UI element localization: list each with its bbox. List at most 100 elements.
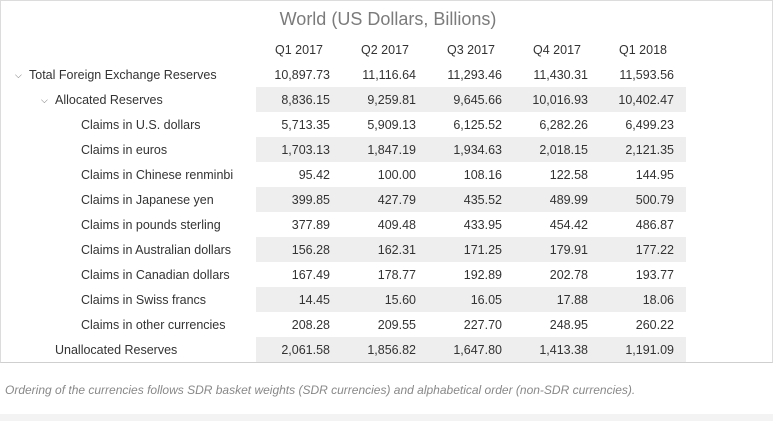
table-cell: 10,016.93 bbox=[514, 87, 600, 112]
table-cell: 6,499.23 bbox=[625, 117, 674, 132]
table-cell: 202.78 bbox=[549, 267, 588, 282]
table-cell: 427.79 bbox=[342, 187, 428, 212]
table-row: Claims in Chinese renminbi 95.42 100.00 … bbox=[5, 162, 686, 187]
table-cell: 5,713.35 bbox=[281, 117, 330, 132]
row-label: Claims in Australian dollars bbox=[81, 242, 232, 257]
table-cell: 9,259.81 bbox=[342, 87, 428, 112]
table-cell: 454.42 bbox=[549, 217, 588, 232]
row-label: Allocated Reserves bbox=[55, 92, 163, 107]
table-cell: 377.89 bbox=[291, 217, 330, 232]
header-label-cell bbox=[5, 38, 256, 62]
table-cell: 489.99 bbox=[514, 187, 600, 212]
table-row: Claims in other currencies 208.28 209.55… bbox=[5, 312, 686, 337]
table-cell: 6,282.26 bbox=[539, 117, 588, 132]
table-cell: 179.91 bbox=[514, 237, 600, 262]
row-label: Unallocated Reserves bbox=[55, 342, 178, 357]
column-header[interactable]: Q2 2017 bbox=[361, 43, 409, 57]
footnote: Ordering of the currencies follows SDR b… bbox=[5, 383, 636, 397]
row-toggle-total[interactable]: ⌵ Total Foreign Exchange Reserves bbox=[5, 62, 256, 87]
table-cell: 11,116.64 bbox=[362, 67, 416, 82]
table-cell: 100.00 bbox=[377, 167, 416, 182]
table-cell: 227.70 bbox=[463, 317, 502, 332]
table-cell: 11,293.46 bbox=[447, 67, 502, 82]
table-row-total: ⌵ Total Foreign Exchange Reserves 10,897.… bbox=[5, 62, 686, 87]
column-header[interactable]: Q1 2017 bbox=[275, 43, 323, 57]
table-row: Claims in pounds sterling 377.89 409.48 … bbox=[5, 212, 686, 237]
row-toggle-allocated[interactable]: ⌵ Allocated Reserves bbox=[5, 87, 256, 112]
table-cell: 15.60 bbox=[342, 287, 428, 312]
table-cell: 1,413.38 bbox=[514, 337, 600, 362]
table-cell: 18.06 bbox=[600, 287, 686, 312]
table-cell: 409.48 bbox=[377, 217, 416, 232]
row-label: Claims in euros bbox=[81, 142, 168, 157]
chevron-down-icon[interactable]: ⌵ bbox=[41, 94, 48, 105]
reserves-table-panel: World (US Dollars, Billions) Q1 2017 Q2 … bbox=[0, 0, 773, 363]
table-cell: 10,402.47 bbox=[600, 87, 686, 112]
row-label: Claims in Swiss francs bbox=[81, 292, 207, 307]
reserves-table: Q1 2017 Q2 2017 Q3 2017 Q4 2017 Q1 2018 … bbox=[5, 38, 686, 362]
table-row-allocated: ⌵ Allocated Reserves 8,836.15 9,259.81 9,… bbox=[5, 87, 686, 112]
table-cell: 1,856.82 bbox=[342, 337, 428, 362]
table-cell: 5,909.13 bbox=[367, 117, 416, 132]
table-cell: 2,121.35 bbox=[600, 137, 686, 162]
table-cell: 144.95 bbox=[635, 167, 674, 182]
column-header[interactable]: Q1 2018 bbox=[619, 43, 667, 57]
table-cell: 108.16 bbox=[463, 167, 502, 182]
table-cell: 433.95 bbox=[463, 217, 502, 232]
table-cell: 1,847.19 bbox=[342, 137, 428, 162]
table-cell: 500.79 bbox=[600, 187, 686, 212]
table-cell: 177.22 bbox=[600, 237, 686, 262]
table-cell: 193.77 bbox=[635, 267, 674, 282]
table-cell: 17.88 bbox=[514, 287, 600, 312]
table-cell: 14.45 bbox=[256, 287, 342, 312]
table-cell: 486.87 bbox=[635, 217, 674, 232]
table-cell: 171.25 bbox=[428, 237, 514, 262]
table-cell: 6,125.52 bbox=[453, 117, 502, 132]
table-cell: 11,593.56 bbox=[619, 67, 674, 82]
table-cell: 1,191.09 bbox=[600, 337, 686, 362]
table-cell: 192.89 bbox=[463, 267, 502, 282]
table-cell: 2,018.15 bbox=[514, 137, 600, 162]
table-row: Claims in Canadian dollars 167.49 178.77… bbox=[5, 262, 686, 287]
table-cell: 122.58 bbox=[549, 167, 588, 182]
table-title: World (US Dollars, Billions) bbox=[279, 9, 497, 29]
table-cell: 162.31 bbox=[342, 237, 428, 262]
table-cell: 248.95 bbox=[549, 317, 588, 332]
table-row: Claims in Swiss francs 14.45 15.60 16.05… bbox=[5, 287, 686, 312]
table-cell: 8,836.15 bbox=[256, 87, 342, 112]
row-label: Claims in U.S. dollars bbox=[81, 117, 201, 132]
table-cell: 167.49 bbox=[291, 267, 330, 282]
row-label: Total Foreign Exchange Reserves bbox=[29, 67, 217, 82]
table-cell: 16.05 bbox=[428, 287, 514, 312]
table-row-unallocated: Unallocated Reserves 2,061.58 1,856.82 1… bbox=[5, 337, 686, 362]
table-cell: 208.28 bbox=[291, 317, 330, 332]
table-cell: 10,897.73 bbox=[274, 67, 330, 82]
table-cell: 156.28 bbox=[256, 237, 342, 262]
table-row: Claims in U.S. dollars 5,713.35 5,909.13… bbox=[5, 112, 686, 137]
table-cell: 1,934.63 bbox=[428, 137, 514, 162]
table-cell: 399.85 bbox=[256, 187, 342, 212]
row-label: Claims in Japanese yen bbox=[81, 192, 214, 207]
table-cell: 260.22 bbox=[635, 317, 674, 332]
table-cell: 11,430.31 bbox=[533, 67, 588, 82]
table-cell: 1,703.13 bbox=[256, 137, 342, 162]
table-cell: 2,061.58 bbox=[256, 337, 342, 362]
column-header[interactable]: Q3 2017 bbox=[447, 43, 495, 57]
table-cell: 209.55 bbox=[377, 317, 416, 332]
table-cell: 95.42 bbox=[298, 167, 330, 182]
column-header[interactable]: Q4 2017 bbox=[533, 43, 581, 57]
table-cell: 9,645.66 bbox=[428, 87, 514, 112]
bottom-strip bbox=[0, 414, 773, 421]
row-label: Claims in Chinese renminbi bbox=[81, 167, 234, 182]
row-label: Claims in Canadian dollars bbox=[81, 267, 230, 282]
table-row: Claims in Australian dollars 156.28 162.… bbox=[5, 237, 686, 262]
table-cell: 1,647.80 bbox=[428, 337, 514, 362]
table-row: Claims in euros 1,703.13 1,847.19 1,934.… bbox=[5, 137, 686, 162]
table-cell: 178.77 bbox=[377, 267, 416, 282]
row-label: Claims in pounds sterling bbox=[81, 217, 221, 232]
header-row: Q1 2017 Q2 2017 Q3 2017 Q4 2017 Q1 2018 bbox=[5, 38, 686, 62]
table-cell: 435.52 bbox=[428, 187, 514, 212]
chevron-down-icon[interactable]: ⌵ bbox=[15, 69, 22, 80]
row-label: Claims in other currencies bbox=[81, 317, 226, 332]
table-row: Claims in Japanese yen 399.85 427.79 435… bbox=[5, 187, 686, 212]
